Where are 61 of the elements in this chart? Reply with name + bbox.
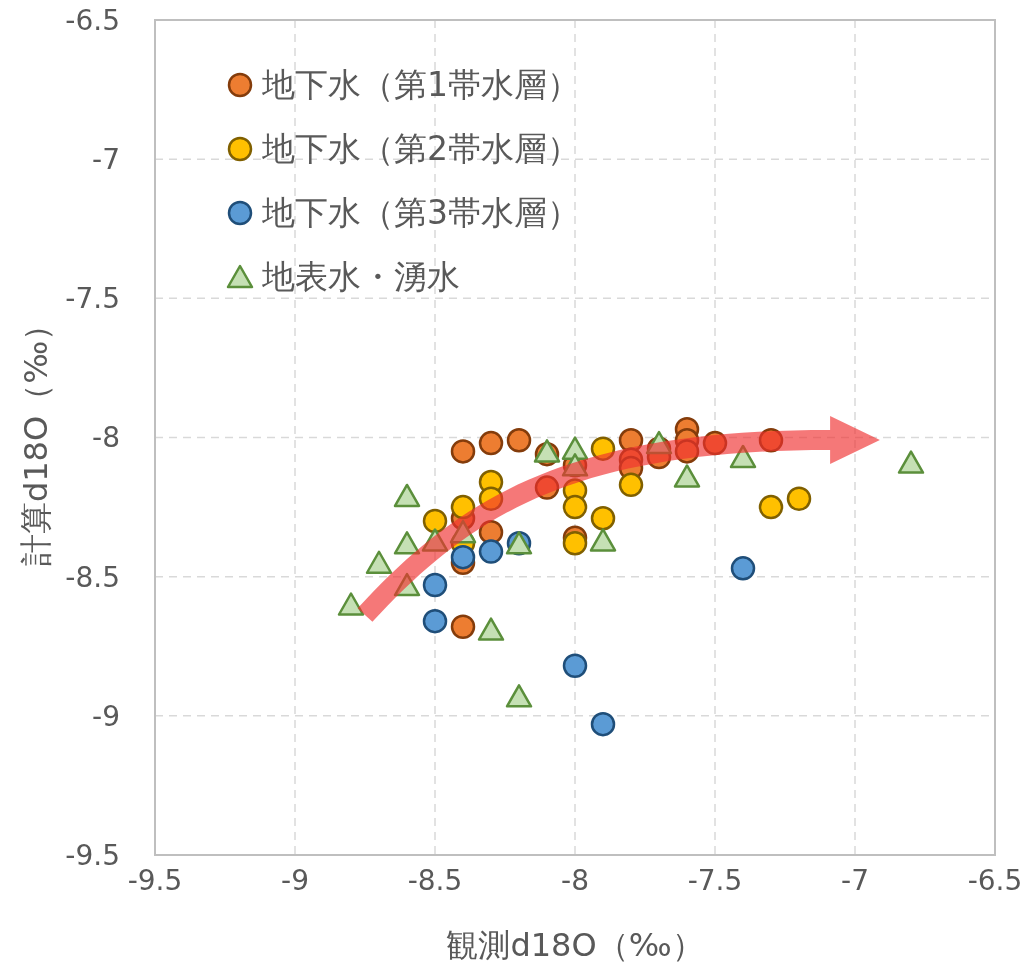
point: [590, 711, 616, 737]
x-tick-label: -6.5: [967, 863, 1023, 897]
legend-label: 地下水（第3帯水層）: [262, 193, 580, 233]
point: [478, 519, 504, 545]
y-axis-title: 計算d18O（‰）: [17, 308, 55, 567]
point: [730, 556, 756, 581]
point: [365, 550, 393, 574]
point: [478, 430, 504, 456]
point: [422, 508, 448, 534]
point: [562, 494, 588, 520]
point: [449, 519, 477, 544]
point: [897, 450, 925, 474]
point: [450, 614, 476, 640]
point: [506, 428, 532, 453]
y-tick-label: -8.5: [65, 560, 120, 594]
point: [393, 531, 421, 555]
legend-label: 地下水（第1帯水層）: [262, 65, 580, 105]
point: [505, 684, 533, 708]
y-tick-label: -9.5: [65, 838, 120, 872]
x-tick-label: -8.5: [407, 863, 463, 897]
point: [758, 428, 784, 453]
point: [590, 436, 616, 461]
x-tick-label: -7: [841, 863, 869, 897]
point: [590, 505, 616, 531]
point: [450, 544, 476, 570]
y-tick-label: -9: [92, 699, 120, 733]
point: [422, 608, 448, 634]
y-tick-label: -6.5: [65, 3, 120, 37]
legend-label: 地下水（第2帯水層）: [262, 129, 580, 169]
point: [729, 444, 757, 469]
point: [674, 439, 700, 464]
point: [421, 528, 449, 552]
point: [393, 483, 421, 508]
point: [534, 475, 560, 500]
point: [673, 464, 701, 488]
x-tick-label: -7.5: [687, 863, 743, 897]
point: [758, 494, 784, 520]
y-tick-label: -8: [92, 421, 120, 455]
point: [477, 617, 505, 641]
x-tick-label: -9.5: [127, 863, 183, 897]
point: [422, 572, 448, 598]
x-tick-label: -9: [281, 863, 309, 897]
point: [478, 486, 504, 511]
point: [450, 439, 476, 464]
point: [702, 430, 728, 456]
point: [450, 494, 476, 520]
point: [618, 428, 644, 453]
point: [562, 653, 588, 678]
point: [589, 528, 617, 552]
point: [478, 539, 504, 564]
x-tick-label: -8: [561, 863, 589, 897]
point: [393, 572, 421, 597]
point: [786, 486, 812, 511]
legend-label: 地表水・湧水: [262, 257, 460, 297]
point: [337, 592, 365, 616]
y-tick-label: -7.5: [65, 282, 120, 316]
x-axis-title: 観測d18O（‰）: [446, 926, 704, 964]
point: [618, 472, 644, 498]
point: [645, 430, 673, 455]
point: [562, 531, 588, 556]
y-tick-label: -7: [92, 143, 120, 177]
